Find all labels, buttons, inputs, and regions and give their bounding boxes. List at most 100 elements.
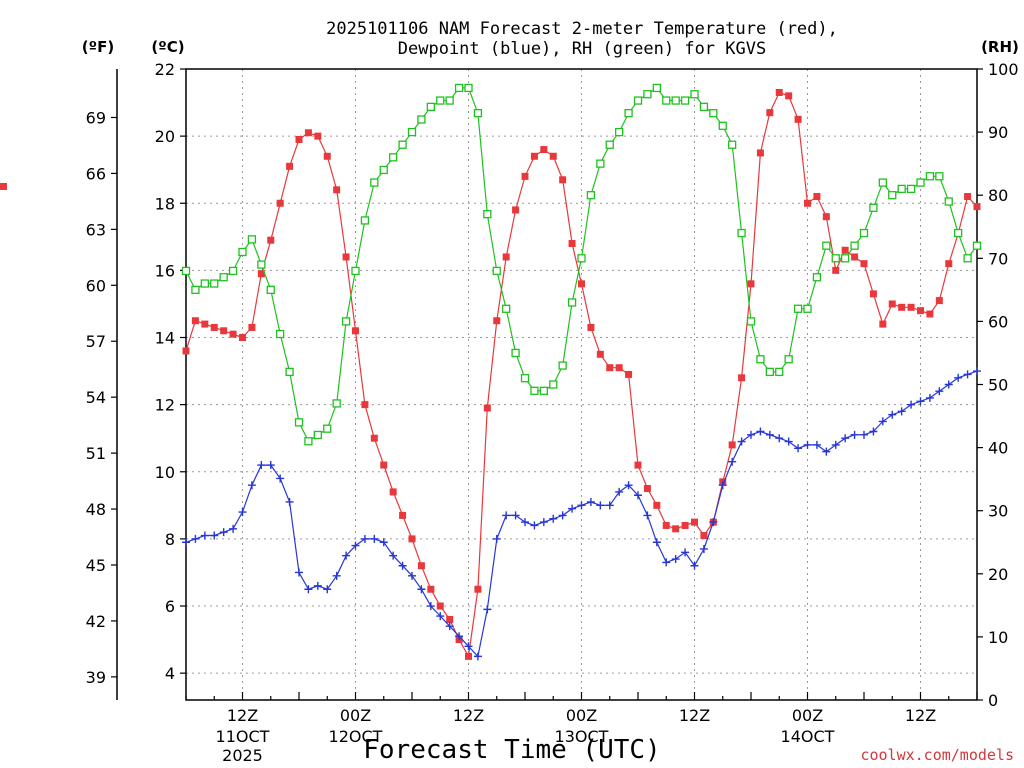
data-point [756, 427, 765, 436]
data-point [671, 555, 680, 564]
data-point [239, 334, 246, 342]
data-point [869, 427, 878, 436]
data-point [643, 511, 652, 520]
data-point [530, 386, 539, 395]
data-point [568, 240, 576, 248]
x-tick-label-top: 12Z [227, 706, 258, 725]
data-point [765, 430, 774, 439]
data-point [191, 317, 199, 325]
data-point [558, 511, 567, 520]
data-point [926, 310, 934, 318]
data-point [709, 518, 718, 527]
data-point [925, 393, 934, 402]
data-point [916, 397, 925, 406]
data-point [935, 387, 944, 396]
data-point [747, 280, 755, 288]
data-point [342, 551, 351, 560]
data-point [182, 347, 190, 355]
data-point [247, 481, 256, 490]
data-point [794, 444, 803, 453]
data-point [511, 511, 520, 520]
data-point [426, 602, 435, 611]
chart-title-line2: Dewpoint (blue), RH (green) for KGVS [398, 39, 766, 59]
data-point [878, 178, 887, 187]
data-point [605, 140, 614, 149]
data-point [266, 461, 275, 470]
data-point [313, 581, 322, 590]
data-point [587, 323, 595, 331]
rh-tick-label: 0 [988, 691, 998, 710]
f-tick-label: 45 [86, 556, 106, 575]
data-point [304, 585, 313, 594]
data-point [850, 430, 859, 439]
data-point [963, 370, 972, 379]
data-point [464, 642, 473, 651]
data-point [219, 528, 228, 537]
data-point [775, 88, 783, 96]
data-point [747, 430, 755, 439]
data-point [389, 153, 398, 162]
data-point [784, 437, 793, 446]
data-point [699, 544, 708, 553]
data-point [539, 386, 548, 395]
data-point [323, 424, 332, 433]
data-point [220, 327, 228, 335]
data-point [511, 348, 520, 358]
data-point [672, 525, 680, 533]
data-point [860, 260, 868, 268]
data-point [341, 317, 351, 326]
c-tick-label: 10 [155, 463, 175, 482]
data-point [973, 203, 981, 211]
x-tick-label-mid: 13OCT [555, 727, 609, 746]
data-point [191, 534, 200, 543]
data-point [379, 165, 388, 175]
data-point [559, 176, 567, 184]
data-point [577, 501, 586, 510]
f-tick-label: 69 [86, 108, 106, 127]
data-point [539, 518, 548, 527]
data-point [822, 213, 830, 221]
data-point [812, 273, 822, 282]
x-tick-label-mid: 12OCT [329, 727, 383, 746]
data-point [267, 236, 275, 244]
data-point [784, 355, 793, 364]
data-point [520, 374, 530, 383]
data-point [831, 440, 840, 449]
data-point [304, 129, 312, 137]
data-point [775, 367, 784, 377]
c-tick-label: 14 [155, 329, 175, 348]
data-point [832, 266, 840, 274]
x-axis-label: Forecast Time (UTC) [363, 735, 660, 765]
data-point [879, 320, 887, 328]
data-point [540, 146, 548, 154]
data-point [454, 83, 464, 93]
data-point [323, 152, 331, 160]
data-point [586, 191, 596, 200]
data-point [897, 407, 906, 416]
data-point [502, 253, 510, 261]
data-point [332, 399, 341, 408]
data-point [944, 197, 953, 206]
c-tick-label: 12 [155, 396, 175, 415]
data-point [624, 481, 633, 490]
data-point [681, 521, 689, 529]
data-point [634, 461, 642, 469]
data-point [615, 364, 623, 372]
data-point [681, 548, 690, 557]
data-point [360, 534, 369, 543]
data-point [662, 521, 670, 529]
c-tick-label: 18 [155, 194, 175, 213]
data-point [455, 632, 464, 641]
data-point [812, 440, 821, 449]
x-tick-label-top: 00Z [340, 706, 371, 725]
data-point [285, 367, 294, 377]
data-point [521, 172, 529, 180]
data-point [917, 307, 924, 315]
data-point [493, 317, 501, 325]
data-point [888, 300, 896, 308]
data-point [323, 585, 332, 594]
data-point [907, 303, 915, 311]
data-point [652, 83, 661, 93]
grid-layer [186, 69, 977, 700]
data-point [314, 132, 322, 140]
